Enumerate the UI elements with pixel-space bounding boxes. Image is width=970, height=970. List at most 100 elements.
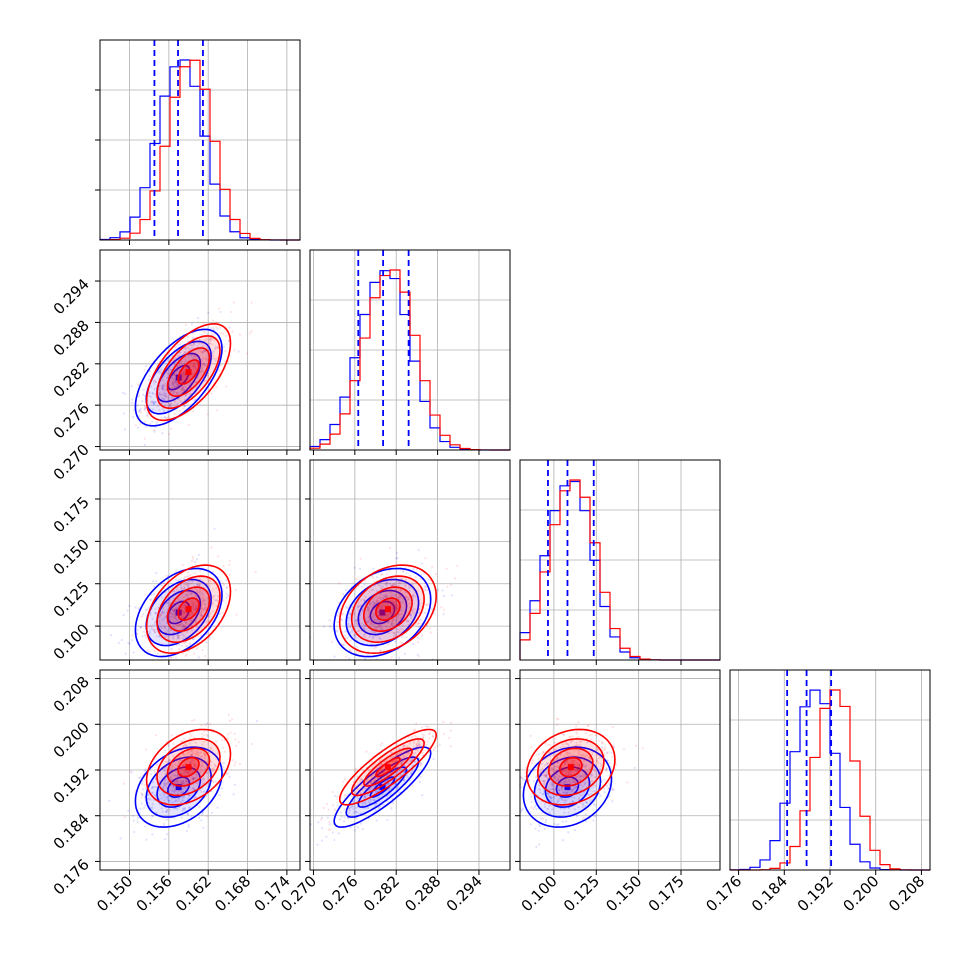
scatter-point <box>200 597 203 600</box>
scatter-point <box>152 402 155 405</box>
scatter-point <box>232 793 235 796</box>
scatter-point <box>328 820 331 824</box>
scatter-point <box>161 407 164 410</box>
scatter-point <box>316 843 319 846</box>
scatter-point <box>201 364 204 367</box>
y-tick-label: 0.192 <box>50 764 93 807</box>
scatter-point <box>235 613 238 616</box>
scatter-point <box>175 578 178 582</box>
scatter-point <box>200 373 203 376</box>
scatter-point <box>172 609 175 612</box>
scatter-point <box>327 828 330 831</box>
scatter-point <box>567 831 570 834</box>
scatter-point <box>149 611 152 614</box>
scatter-point <box>144 748 148 751</box>
scatter-point <box>191 344 194 347</box>
scatter-point <box>134 606 137 609</box>
scatter-point <box>206 722 209 725</box>
scatter-point <box>173 412 176 415</box>
scatter-point <box>152 401 155 404</box>
scatter-point <box>185 366 188 369</box>
scatter-point <box>139 625 142 629</box>
scatter-point <box>529 734 532 738</box>
scatter-point <box>204 621 207 624</box>
scatter-point <box>162 409 166 413</box>
scatter-point <box>214 357 217 360</box>
scatter-point <box>443 594 446 598</box>
scatter-point <box>201 369 204 372</box>
scatter-point <box>180 391 183 394</box>
scatter-point <box>160 626 164 630</box>
scatter-point <box>611 800 614 803</box>
scatter-point <box>151 401 154 404</box>
scatter-point <box>194 607 197 611</box>
scatter-point <box>205 358 208 361</box>
scatter-point <box>158 392 161 395</box>
scatter-point <box>450 721 453 724</box>
mode-marker <box>185 369 192 376</box>
scatter-point <box>217 346 220 350</box>
scatter-point <box>163 384 166 388</box>
scatter-point <box>128 642 131 645</box>
scatter-point <box>172 391 176 394</box>
scatter-point <box>200 614 203 617</box>
scatter-point <box>179 362 182 365</box>
scatter-point <box>206 413 209 416</box>
scatter-point <box>331 804 335 807</box>
scatter-point <box>192 364 195 367</box>
scatter-point <box>164 616 167 619</box>
scatter-point <box>181 378 184 381</box>
scatter-point <box>172 634 175 638</box>
y-tick-label: 0.150 <box>50 535 93 578</box>
scatter-point <box>119 837 122 840</box>
scatter-point <box>214 345 217 348</box>
scatter-point <box>202 608 205 612</box>
scatter-point <box>148 632 151 635</box>
y-tick-label: 0.100 <box>50 620 93 663</box>
mode-marker <box>185 764 192 771</box>
scatter-point <box>201 615 204 618</box>
scatter-point <box>217 369 220 372</box>
scatter-point <box>185 583 188 586</box>
scatter-point <box>192 364 195 367</box>
scatter-point <box>209 340 212 343</box>
scatter-point <box>218 326 221 329</box>
scatter-point <box>215 325 218 329</box>
scatter-point <box>171 383 174 386</box>
scatter-point <box>143 407 146 411</box>
scatter-point <box>574 725 578 728</box>
scatter-point <box>184 404 187 408</box>
scatter-point <box>403 652 407 656</box>
scatter-point <box>224 360 227 363</box>
x-tick-label: 0.168 <box>211 872 254 915</box>
scatter-point <box>417 641 420 644</box>
scatter-point <box>229 731 232 734</box>
scatter-point <box>361 827 364 831</box>
scatter-point <box>199 589 202 592</box>
scatter-point <box>172 610 175 613</box>
scatter-point <box>181 633 184 636</box>
mode-marker <box>384 606 391 613</box>
scatter-point <box>215 321 218 324</box>
scatter-point <box>193 718 196 722</box>
scatter-point <box>174 617 177 620</box>
y-tick-label: 0.276 <box>50 399 93 442</box>
scatter-point <box>214 347 217 350</box>
scatter-point <box>210 392 213 395</box>
scatter-point <box>145 364 148 367</box>
scatter-point <box>123 428 127 431</box>
scatter-point <box>381 742 384 745</box>
scatter-point <box>182 375 185 378</box>
scatter-point <box>211 333 214 336</box>
scatter-point <box>148 374 151 378</box>
scatter-point <box>163 626 166 629</box>
scatter-point <box>141 400 144 403</box>
scatter-point <box>180 388 183 391</box>
scatter-point <box>196 558 199 561</box>
scatter-point <box>131 639 134 642</box>
y-tick-label: 0.184 <box>50 810 93 853</box>
scatter-point <box>153 379 156 382</box>
scatter-point <box>204 364 207 367</box>
scatter-point <box>175 619 178 622</box>
scatter-point <box>190 592 194 595</box>
